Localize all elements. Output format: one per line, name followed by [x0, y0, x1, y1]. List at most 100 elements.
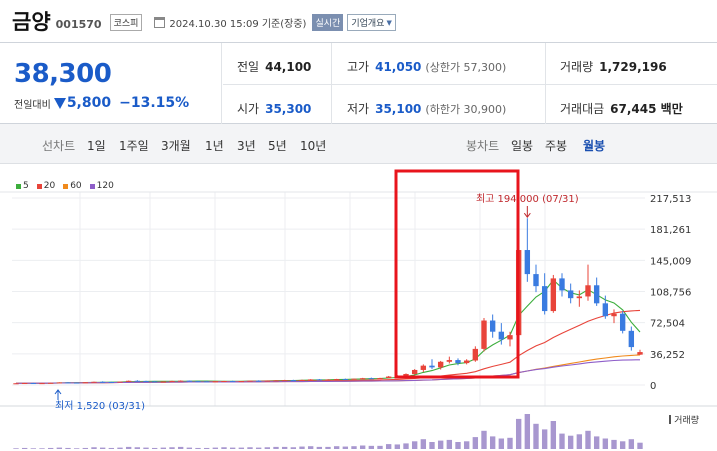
- volume-bar: [481, 430, 487, 449]
- stat-open-label: 시가: [237, 102, 260, 116]
- stat-high-label: 고가: [347, 60, 370, 74]
- calendar-icon: [154, 17, 166, 28]
- chart-legend: 5 20 60 120: [16, 181, 114, 191]
- volume-bar: [151, 447, 158, 449]
- candle-body: [73, 382, 80, 384]
- stock-chart: 5 20 60 120 217,513 181,261 145,009 108,756…: [0, 164, 717, 451]
- volume-bar: [524, 414, 531, 449]
- stat-volume-label: 거래량: [560, 60, 594, 74]
- candle-body: [177, 380, 184, 382]
- stock-name: 금양: [12, 10, 51, 34]
- stat-high-value: 41,050: [375, 60, 422, 74]
- candle-body: [65, 382, 71, 384]
- stat-open: 시가 35,300: [237, 100, 311, 117]
- candle-body: [169, 380, 175, 382]
- candle-body: [290, 380, 297, 382]
- candle-body: [619, 313, 626, 331]
- y-tick-label: 145,009: [650, 256, 691, 267]
- volume-bar: [515, 418, 522, 449]
- candle-body: [541, 286, 548, 312]
- period-bar: 선차트 1일 1주일 3개월 1년 3년 5년 10년 봉차트 일봉 주봉 월봉: [0, 124, 717, 164]
- candle-body: [637, 352, 643, 355]
- stat-prev: 전일 44,100: [237, 58, 311, 75]
- candle-body: [307, 379, 314, 381]
- candle-monthly[interactable]: 월봉: [583, 139, 606, 153]
- candle-body: [39, 383, 45, 385]
- candle-body: [593, 285, 600, 304]
- volume-bar: [507, 437, 513, 449]
- legend-item-ma60: 60: [63, 181, 82, 191]
- volume-bar: [186, 447, 193, 449]
- legend-label: 120: [96, 181, 114, 191]
- volume-label: 거래량: [669, 413, 699, 426]
- volume-bar: [446, 439, 453, 449]
- ma-60-line: [15, 354, 641, 384]
- down-arrow-icon: [53, 97, 66, 109]
- candle-body: [108, 381, 115, 383]
- volume-bar: [368, 445, 375, 449]
- volume-bar: [82, 447, 89, 449]
- y-tick-label: 217,513: [650, 194, 691, 205]
- volume-bar: [21, 447, 28, 449]
- candle-body: [160, 381, 167, 383]
- volume-bar: [333, 446, 340, 449]
- volume-bar: [307, 446, 314, 449]
- period-10y[interactable]: 10년: [300, 139, 327, 153]
- volume-bar: [47, 447, 54, 449]
- volume-bar: [359, 445, 366, 449]
- stat-low-label: 저가: [347, 102, 370, 116]
- volume-bar: [255, 447, 262, 449]
- candle-body: [550, 278, 557, 312]
- volume-bar: [91, 447, 97, 449]
- legend-swatch: [63, 183, 69, 189]
- candle-body: [533, 274, 539, 287]
- candle-weekly[interactable]: 주봉: [545, 139, 568, 153]
- volume-bar: [56, 447, 63, 449]
- change-label: 전일대비: [14, 99, 51, 111]
- realtime-button[interactable]: 실시간: [312, 14, 344, 31]
- stat-high: 고가 41,050 (상한가 57,300): [347, 58, 506, 75]
- legend-label: 5: [23, 181, 29, 191]
- volume-bar: [290, 447, 297, 449]
- candle-daily[interactable]: 일봉: [511, 139, 534, 153]
- candle-body: [221, 381, 227, 383]
- volume-bar: [593, 436, 600, 449]
- change-value: 5,800: [66, 95, 112, 111]
- volume-bar: [264, 447, 271, 449]
- current-price-box: 38,300 전일대비 5,800 −13.15%: [0, 43, 222, 125]
- period-1y[interactable]: 1년: [205, 139, 224, 153]
- low-annotation: 최저 1,520 (03/31): [55, 400, 145, 412]
- volume-bar: [394, 444, 401, 449]
- stat-amount-label: 거래대금: [560, 102, 605, 116]
- divider: [223, 84, 717, 85]
- y-tick-label: 181,261: [650, 225, 691, 236]
- volume-bar: [125, 446, 132, 449]
- current-price: 38,300: [14, 59, 112, 89]
- candle-body: [247, 380, 253, 382]
- candle-body: [507, 335, 513, 340]
- period-5y[interactable]: 5년: [268, 139, 287, 153]
- candle-body: [143, 381, 149, 383]
- company-overview-button[interactable]: 기업개요 ▼: [347, 14, 396, 31]
- candle-body: [273, 380, 279, 382]
- period-1d[interactable]: 1일: [87, 139, 106, 153]
- stat-volume-value: 1,729,196: [599, 60, 667, 74]
- change-percent: −13.15%: [119, 95, 190, 111]
- legend-swatch: [36, 183, 42, 189]
- y-tick-label: 72,504: [650, 319, 685, 330]
- period-3m[interactable]: 3개월: [161, 139, 191, 153]
- candlestick-chart[interactable]: 217,513 181,261 145,009 108,756 72,504 36,252…: [0, 164, 717, 451]
- volume-bar: [273, 446, 279, 449]
- stock-header: 금양 001570 코스피 2024.10.30 15:09 기준(장중) 실시…: [0, 0, 717, 42]
- volume-bar: [238, 447, 245, 449]
- volume-bar: [550, 421, 557, 449]
- volume-bar: [117, 447, 123, 449]
- legend-item-ma120: 120: [89, 181, 114, 191]
- stat-high-sub: (상한가 57,300): [425, 61, 507, 74]
- volume-bar: [541, 429, 548, 449]
- period-1w[interactable]: 1주일: [119, 139, 149, 153]
- period-3y[interactable]: 3년: [237, 139, 256, 153]
- volume-bar: [411, 441, 418, 449]
- candle-body: [195, 381, 201, 383]
- legend-label: 20: [43, 181, 56, 191]
